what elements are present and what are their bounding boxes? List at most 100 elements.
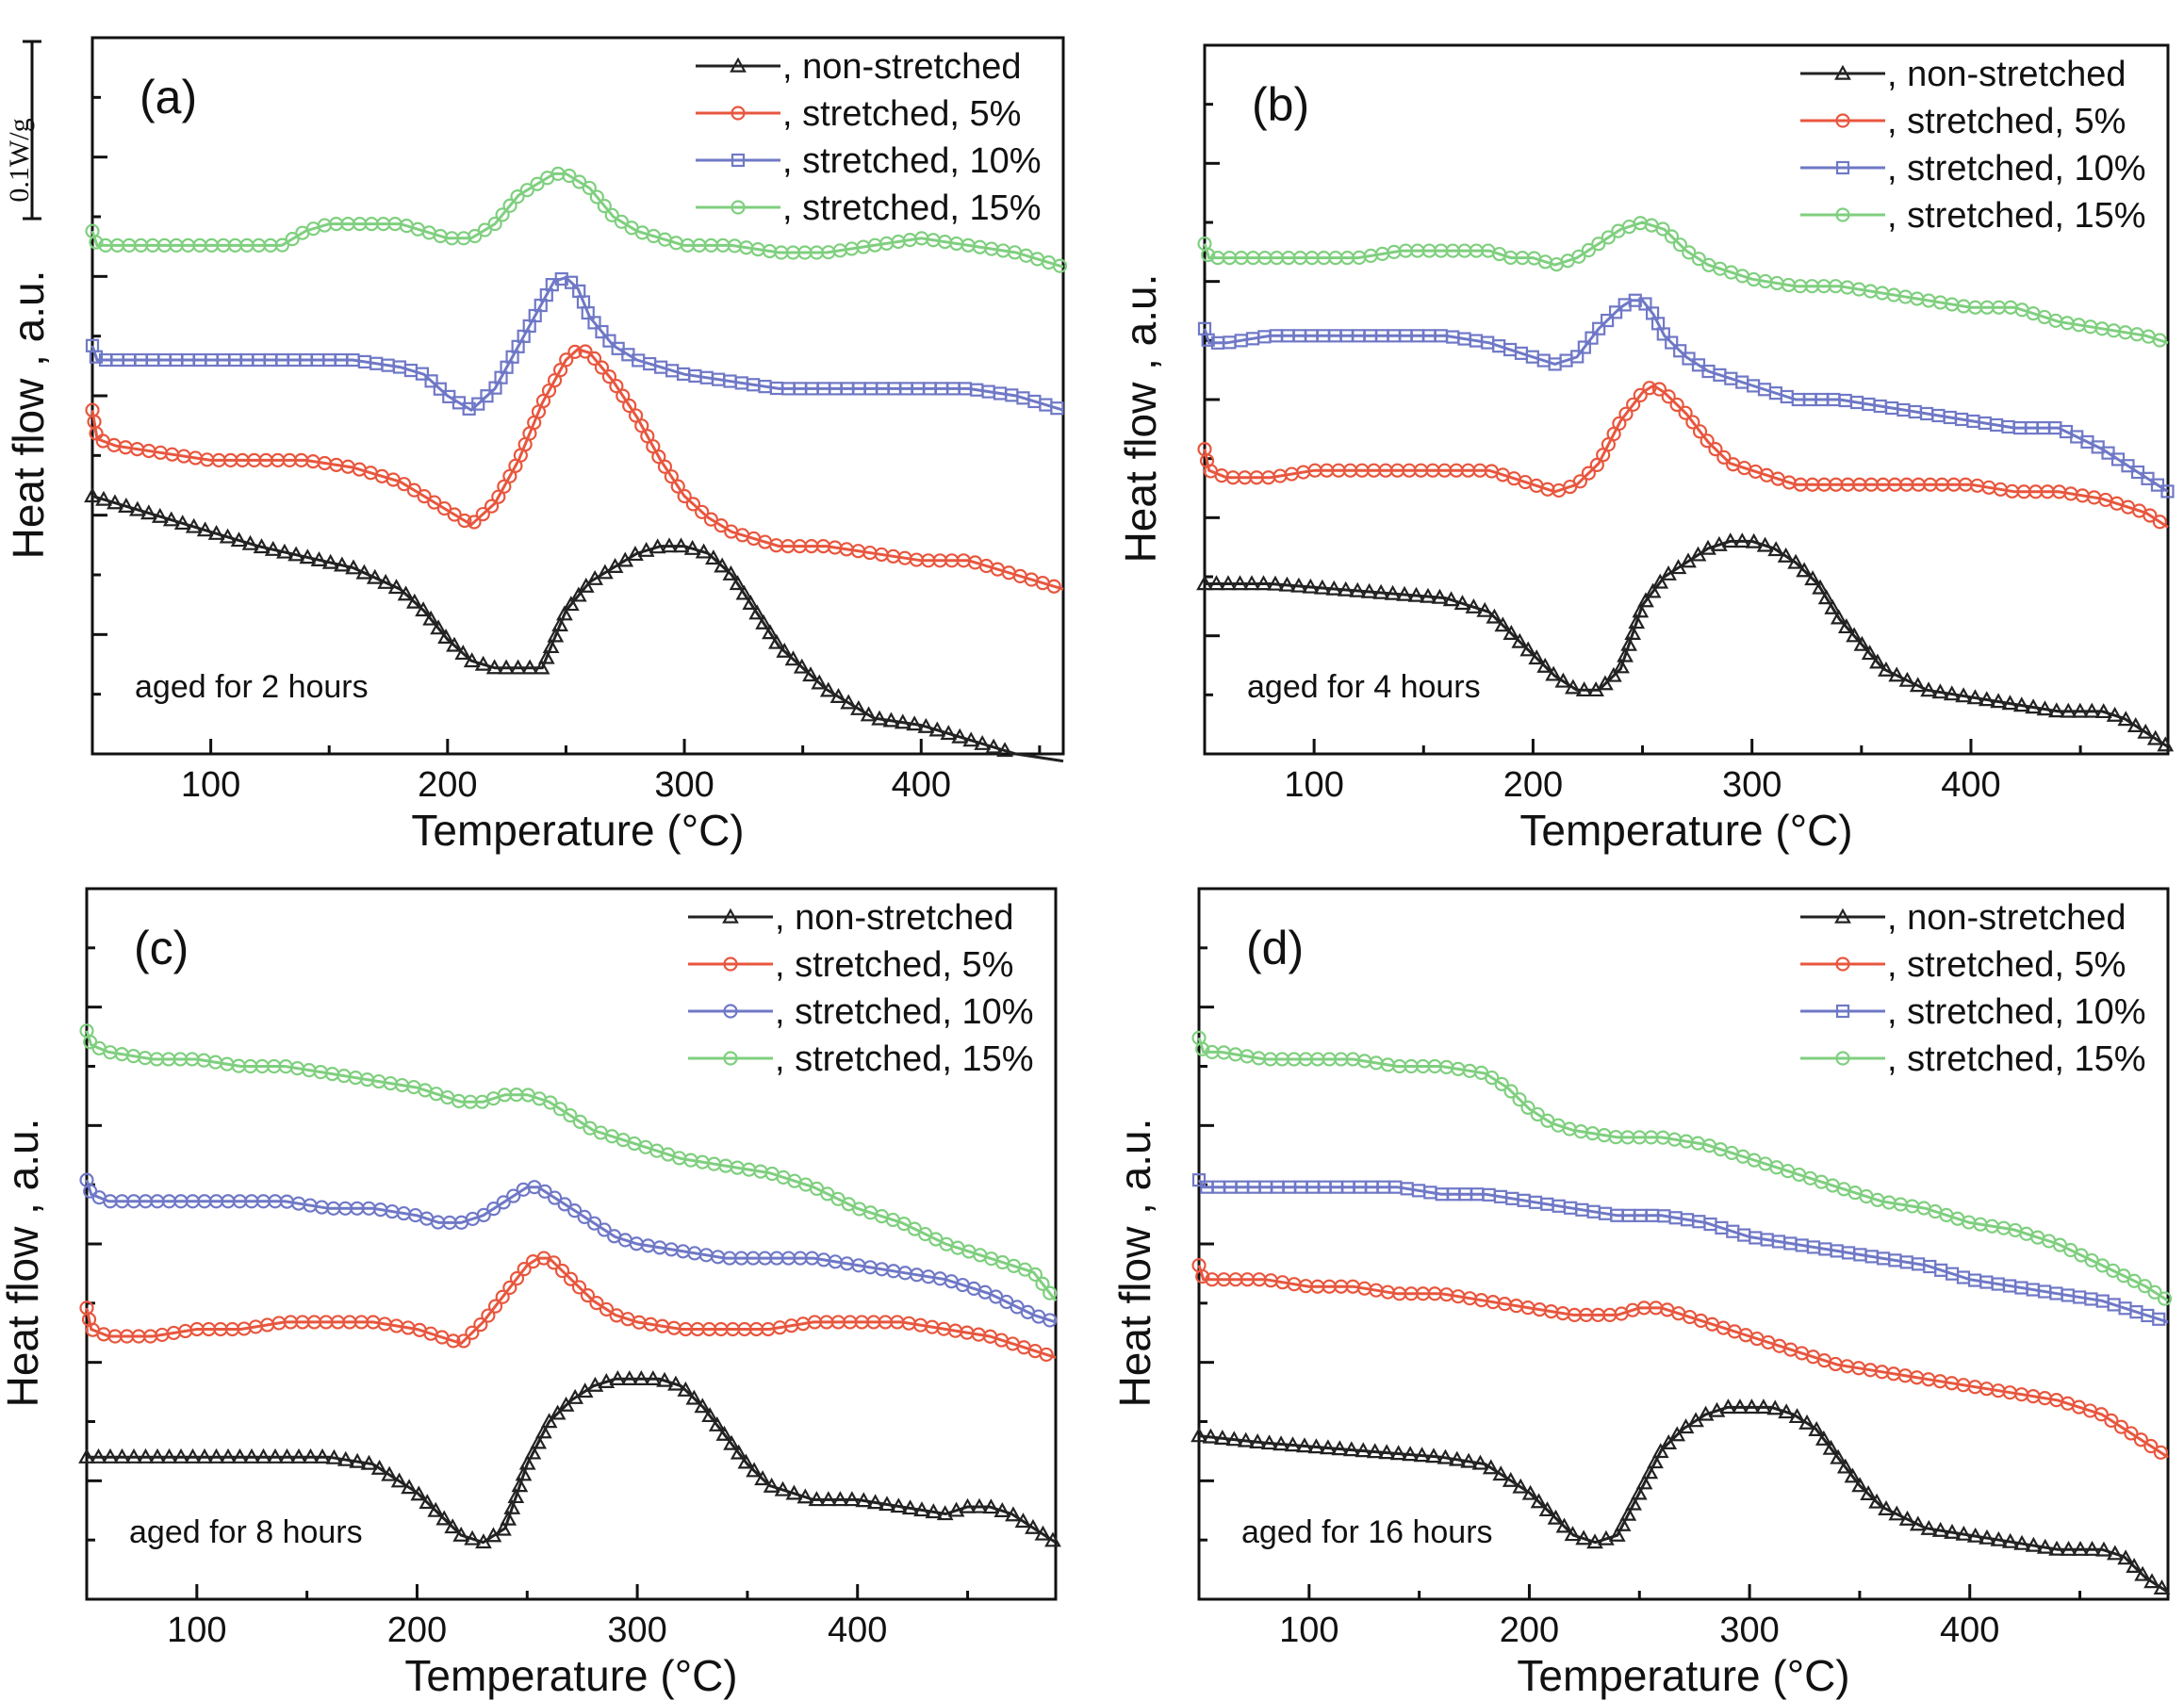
data-point — [1555, 1517, 1573, 1533]
data-point — [1626, 397, 1641, 412]
data-point — [1255, 575, 1273, 591]
data-point — [287, 546, 304, 562]
data-point — [597, 199, 612, 214]
data-point — [184, 1447, 202, 1464]
data-point — [1586, 1533, 1603, 1549]
data-point — [1898, 671, 1916, 687]
data-point — [774, 1480, 792, 1497]
data-point — [419, 1494, 436, 1510]
data-point — [495, 1289, 510, 1304]
data-point — [1808, 1421, 1826, 1437]
data-point — [151, 507, 169, 523]
data-point — [594, 360, 610, 375]
data-point — [1804, 570, 1821, 586]
data-point — [1777, 547, 1795, 563]
data-point — [1512, 1478, 1530, 1494]
data-point — [620, 1369, 638, 1385]
x-tick-label: 100 — [1279, 1611, 1338, 1650]
series-line — [1203, 384, 2169, 529]
data-point — [1267, 575, 1284, 591]
data-point — [355, 564, 373, 580]
data-point — [1530, 1493, 1548, 1509]
data-point — [1511, 632, 1529, 648]
x-axis-label: Temperature (°C) — [1519, 806, 1852, 855]
data-point — [656, 1371, 673, 1387]
data-point — [427, 1501, 445, 1517]
data-point — [819, 681, 837, 697]
data-point — [1672, 237, 1688, 253]
data-point — [464, 1529, 481, 1546]
data-point — [1625, 1495, 1642, 1511]
data-point — [894, 713, 911, 729]
data-point — [1597, 675, 1614, 691]
data-point — [866, 1494, 884, 1510]
data-point — [107, 494, 123, 510]
data-point — [2133, 1432, 2148, 1447]
data-point — [1817, 589, 1835, 605]
data-point — [637, 541, 655, 557]
data-point — [1888, 1505, 1906, 1521]
data-point — [1651, 573, 1669, 589]
data-point — [433, 382, 447, 396]
legend-marker — [731, 200, 746, 215]
legend-marker — [723, 1004, 738, 1019]
x-tick-label: 300 — [607, 1611, 666, 1650]
data-point — [1492, 1465, 1510, 1481]
data-point — [1536, 657, 1554, 673]
data-point — [802, 666, 819, 682]
data-point — [1990, 693, 2007, 709]
data-point — [1528, 649, 1546, 665]
legend-marker — [1834, 64, 1851, 80]
x-axis-label: Temperature (°C) — [1517, 1651, 1849, 1700]
data-point — [1571, 249, 1586, 264]
data-point — [447, 507, 462, 522]
legend-label: , stretched, 10% — [775, 992, 1034, 1032]
data-point — [1349, 581, 1367, 597]
data-point — [722, 564, 740, 581]
data-point — [1044, 1531, 1061, 1547]
data-point — [446, 636, 463, 652]
data-point — [844, 1491, 861, 1507]
data-point — [1453, 595, 1471, 611]
data-point — [2083, 1540, 2101, 1556]
data-point — [530, 1433, 548, 1449]
data-point — [337, 1450, 354, 1466]
data-point — [2094, 1407, 2109, 1422]
legend-marker — [1835, 957, 1850, 972]
data-point — [695, 543, 713, 559]
data-point — [475, 506, 490, 522]
data-point — [971, 1497, 988, 1513]
data-point — [345, 559, 362, 575]
legend-label: , non-stretched — [775, 898, 1013, 938]
data-point — [1669, 397, 1684, 413]
series-stretched-10 — [85, 271, 1064, 416]
data-point — [951, 728, 969, 744]
data-point — [1878, 1500, 1895, 1515]
data-point — [2153, 1445, 2169, 1460]
data-point — [485, 659, 503, 675]
data-point — [1869, 653, 1886, 669]
data-point — [1868, 1493, 1885, 1509]
legend-label: , stretched, 5% — [1887, 102, 2126, 141]
data-point — [1721, 532, 1739, 548]
data-point — [1592, 321, 1606, 335]
data-point — [172, 1447, 189, 1464]
data-point — [484, 499, 500, 514]
data-point — [552, 1102, 568, 1117]
data-point — [410, 1485, 428, 1501]
data-point — [1641, 1464, 1659, 1480]
data-point — [2036, 700, 2054, 716]
data-point — [1824, 598, 1842, 614]
data-point — [162, 511, 180, 527]
data-point — [498, 659, 515, 675]
data-point — [2143, 1573, 2160, 1589]
data-point — [1486, 608, 1503, 624]
data-point — [1931, 1521, 1949, 1537]
data-point — [535, 1423, 552, 1439]
data-point — [1307, 1438, 1325, 1454]
data-point — [89, 350, 104, 364]
data-point — [1485, 1070, 1500, 1086]
x-tick-label: 200 — [1503, 765, 1563, 805]
data-point — [1608, 305, 1623, 319]
data-point — [507, 1488, 525, 1504]
